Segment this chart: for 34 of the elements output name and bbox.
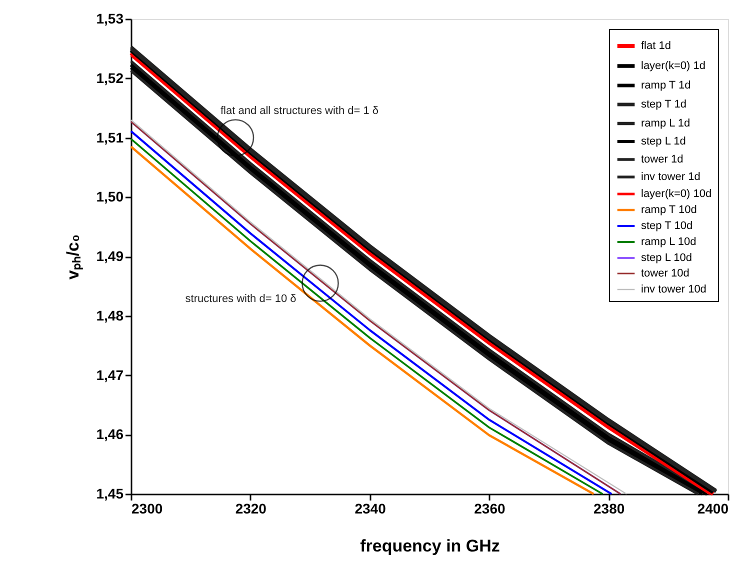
annotation: structures with d= 10 δ [185, 293, 296, 306]
legend-label: ramp L 10d [641, 236, 696, 248]
x-tick-label: 2340 [354, 500, 386, 516]
x-tick-label: 2360 [474, 500, 506, 516]
legend-label: ramp T 1d [641, 80, 691, 92]
legend-label: tower 10d [641, 268, 690, 280]
y-tick-label: 1,47 [96, 366, 124, 383]
legend-label: step L 1d [641, 136, 686, 148]
legend-label: inv tower 10d [641, 284, 706, 296]
legend-label: flat 1d [641, 40, 671, 52]
legend-label: step T 1d [641, 98, 686, 110]
legend-label: layer(k=0) 10d [641, 188, 712, 200]
legend-label: step L 10d [641, 252, 692, 264]
legend-label: ramp L 1d [641, 118, 690, 130]
y-tick-label: 1,45 [96, 486, 124, 502]
y-tick-label: 1,48 [96, 307, 124, 324]
legend-label: step T 10d [641, 220, 693, 232]
y-tick-label: 1,51 [96, 129, 124, 146]
x-tick-label: 2300 [132, 500, 163, 516]
x-tick-label: 2380 [594, 500, 625, 516]
x-tick-label: 2320 [235, 500, 267, 516]
y-tick-label: 1,49 [96, 248, 124, 264]
legend-label: layer(k=0) 1d [641, 60, 706, 72]
y-axis-title: vₚₕ/c₀ [63, 234, 84, 280]
x-axis-title: frequency in GHz [360, 536, 500, 556]
annotation: flat and all structures with d= 1 δ [220, 104, 379, 117]
y-tick-label: 1,50 [96, 188, 124, 205]
legend-label: inv tower 1d [641, 171, 700, 183]
y-tick-label: 1,53 [96, 10, 124, 26]
y-tick-label: 1,46 [96, 426, 124, 442]
legend-label: ramp T 10d [641, 204, 697, 216]
y-tick-label: 1,52 [96, 70, 124, 86]
legend-label: tower 1d [641, 154, 684, 166]
x-tick-label: 2400 [697, 500, 729, 516]
